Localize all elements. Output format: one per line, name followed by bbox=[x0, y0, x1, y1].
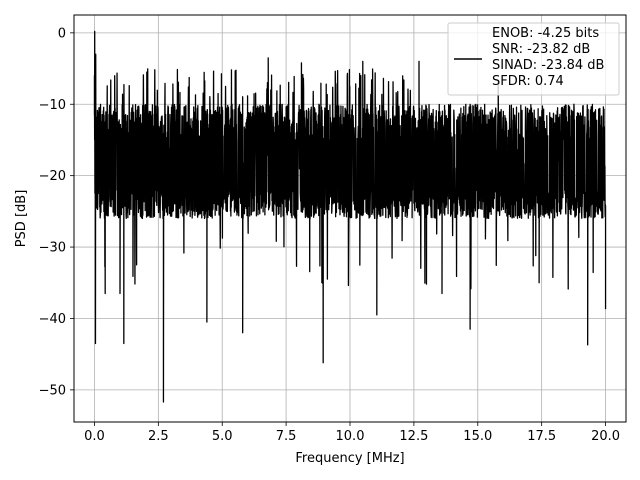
y-tick-label: −20 bbox=[39, 169, 66, 184]
y-tick-label: −50 bbox=[39, 383, 66, 398]
x-tick-label: 10.0 bbox=[336, 429, 365, 444]
x-tick-label: 12.5 bbox=[399, 429, 428, 444]
x-tick-label: 20.0 bbox=[591, 429, 620, 444]
psd-series-line bbox=[93, 30, 607, 403]
x-tick-label: 5.0 bbox=[212, 429, 233, 444]
y-tick-label: −10 bbox=[39, 98, 66, 113]
y-tick-label: −30 bbox=[39, 241, 66, 256]
x-tick-label: 15.0 bbox=[463, 429, 492, 444]
y-tick-label: 0 bbox=[58, 26, 66, 41]
x-tick-label: 17.5 bbox=[527, 429, 556, 444]
legend-sfdr: SFDR: 0.74 bbox=[492, 74, 564, 89]
x-tick-label: 0.0 bbox=[84, 429, 105, 444]
x-tick-label: 7.5 bbox=[276, 429, 297, 444]
axis-ticks: 0.0 2.5 5.0 7.5 10.0 12.5 15.0 17.5 20.0 0 −10 −20 −… bbox=[39, 26, 620, 444]
legend: ENOB: -4.25 bits SNR: -23.82 dB SINAD: -… bbox=[447, 22, 620, 96]
x-tick-label: 2.5 bbox=[148, 429, 169, 444]
legend-enob: ENOB: -4.25 bits bbox=[492, 26, 599, 41]
legend-snr: SNR: -23.82 dB bbox=[492, 42, 590, 57]
psd-trace bbox=[93, 30, 607, 403]
y-axis-title: PSD [dB] bbox=[14, 190, 29, 248]
legend-box bbox=[447, 22, 620, 96]
x-axis-title: Frequency [MHz] bbox=[295, 451, 404, 466]
y-tick-label: −40 bbox=[39, 312, 66, 327]
legend-sinad: SINAD: -23.84 dB bbox=[492, 58, 604, 73]
